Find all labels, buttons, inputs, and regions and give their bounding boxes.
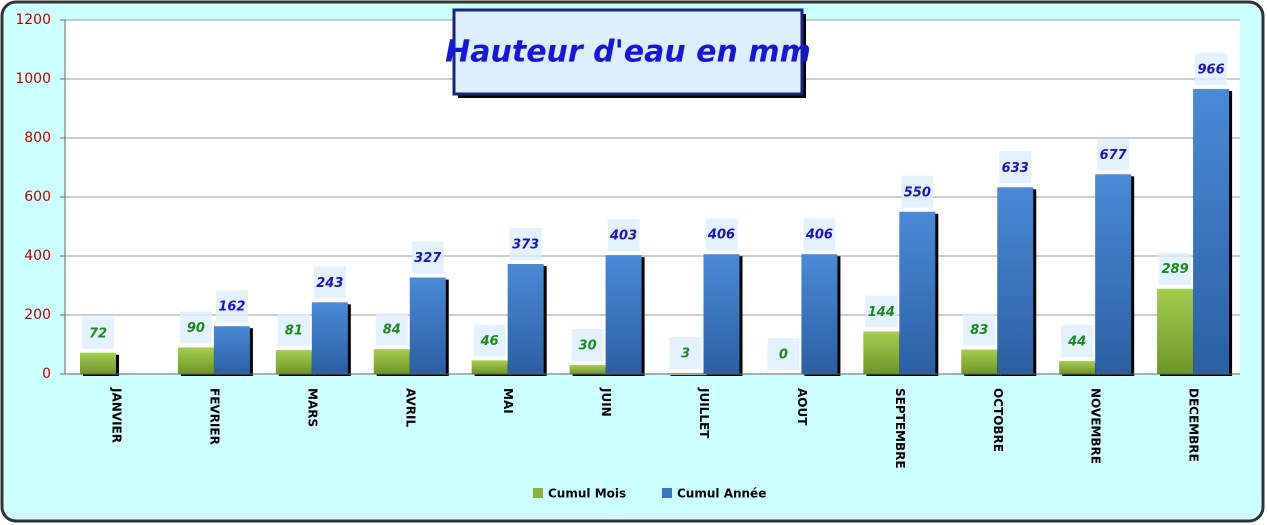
y-tick-label: 400 (24, 248, 51, 264)
value-label-box (1195, 53, 1228, 86)
value-label-box (411, 241, 444, 274)
value-label: 0 (779, 348, 788, 363)
value-label-box (1159, 252, 1192, 285)
value-label: 550 (904, 185, 931, 200)
x-tick-label: DECEMBRE (1187, 388, 1201, 462)
value-label: 966 (1198, 63, 1225, 78)
value-label-box (901, 175, 934, 208)
value-label: 373 (512, 237, 539, 252)
bar (373, 349, 410, 374)
chart-title: Hauteur d'eau en mm (445, 35, 811, 70)
value-label: 162 (218, 300, 245, 315)
bar (1059, 361, 1096, 374)
bar-shadow (670, 375, 707, 376)
value-label: 46 (480, 334, 499, 349)
value-label: 83 (970, 323, 988, 338)
title-box (452, 8, 804, 96)
value-label: 81 (285, 324, 303, 339)
bar (311, 302, 348, 374)
value-label: 327 (414, 251, 442, 266)
value-label: 90 (187, 321, 205, 336)
value-label: 144 (868, 305, 895, 320)
bar (80, 352, 116, 374)
bar (177, 347, 214, 374)
value-label-box (999, 151, 1032, 184)
value-label-box (1097, 138, 1130, 171)
y-tick-label: 800 (24, 130, 51, 146)
x-tick-label: AVRIL (403, 388, 417, 427)
legend-label: Cumul Mois (548, 487, 626, 501)
x-tick-label: JUIN (599, 387, 613, 417)
x-tick-label: MARS (305, 388, 319, 427)
x-tick-label: JANVIER (110, 387, 124, 443)
bar (961, 349, 998, 374)
bar (801, 254, 838, 374)
value-label-box (375, 313, 408, 346)
value-label: 403 (609, 229, 637, 244)
x-tick-label: JUILLET (697, 387, 711, 439)
bar (507, 263, 544, 374)
x-tick-label: OCTOBRE (991, 388, 1005, 452)
value-label-box (803, 218, 836, 251)
bar (863, 331, 900, 374)
x-tick-label: AOUT (795, 388, 809, 426)
value-label-box (607, 219, 640, 252)
value-label: 406 (805, 228, 833, 243)
value-label-box (571, 329, 604, 362)
bar (997, 187, 1034, 374)
bar (899, 211, 936, 374)
value-label: 44 (1067, 335, 1086, 350)
bar (605, 255, 642, 374)
value-label-box (82, 316, 114, 349)
y-tick-label: 1200 (15, 12, 51, 28)
bar (213, 326, 250, 374)
bar (1095, 174, 1132, 374)
value-label: 72 (89, 326, 107, 341)
value-label: 30 (579, 339, 597, 354)
value-label-box (1061, 325, 1094, 358)
bar (471, 360, 508, 374)
value-label-box (767, 338, 800, 370)
value-label: 633 (1002, 161, 1029, 176)
value-label-box (179, 311, 212, 344)
x-tick-label: SEPTEMBRE (893, 388, 907, 469)
x-tick-label: NOVEMBRE (1089, 388, 1103, 464)
value-label: 3 (681, 347, 690, 362)
value-label: 406 (707, 228, 735, 243)
y-tick-label: 1000 (15, 71, 51, 87)
x-tick-label: FEVRIER (207, 388, 221, 445)
value-label-box (215, 290, 248, 323)
value-label: 84 (383, 323, 401, 338)
legend-swatch (662, 488, 672, 498)
y-tick-label: 200 (24, 307, 51, 323)
value-label-box (669, 337, 702, 370)
value-label: 289 (1162, 262, 1189, 277)
bar (275, 350, 312, 374)
bar (1193, 89, 1230, 374)
x-tick-label: MAI (501, 388, 515, 414)
value-label-box (963, 313, 996, 346)
value-label: 677 (1100, 148, 1128, 163)
value-label-box (277, 314, 310, 347)
value-label: 243 (316, 276, 343, 291)
legend-swatch (533, 488, 543, 498)
value-label-box (865, 295, 898, 328)
y-tick-label: 600 (24, 189, 51, 205)
bar (703, 254, 740, 374)
value-label-box (705, 218, 738, 251)
value-label-box (313, 266, 346, 299)
value-label-box (509, 227, 542, 260)
bar (1157, 288, 1194, 374)
legend-label: Cumul Année (677, 487, 766, 501)
bar (409, 277, 446, 374)
value-label-box (473, 324, 506, 357)
bar (569, 365, 606, 374)
y-tick-label: 0 (42, 366, 51, 382)
